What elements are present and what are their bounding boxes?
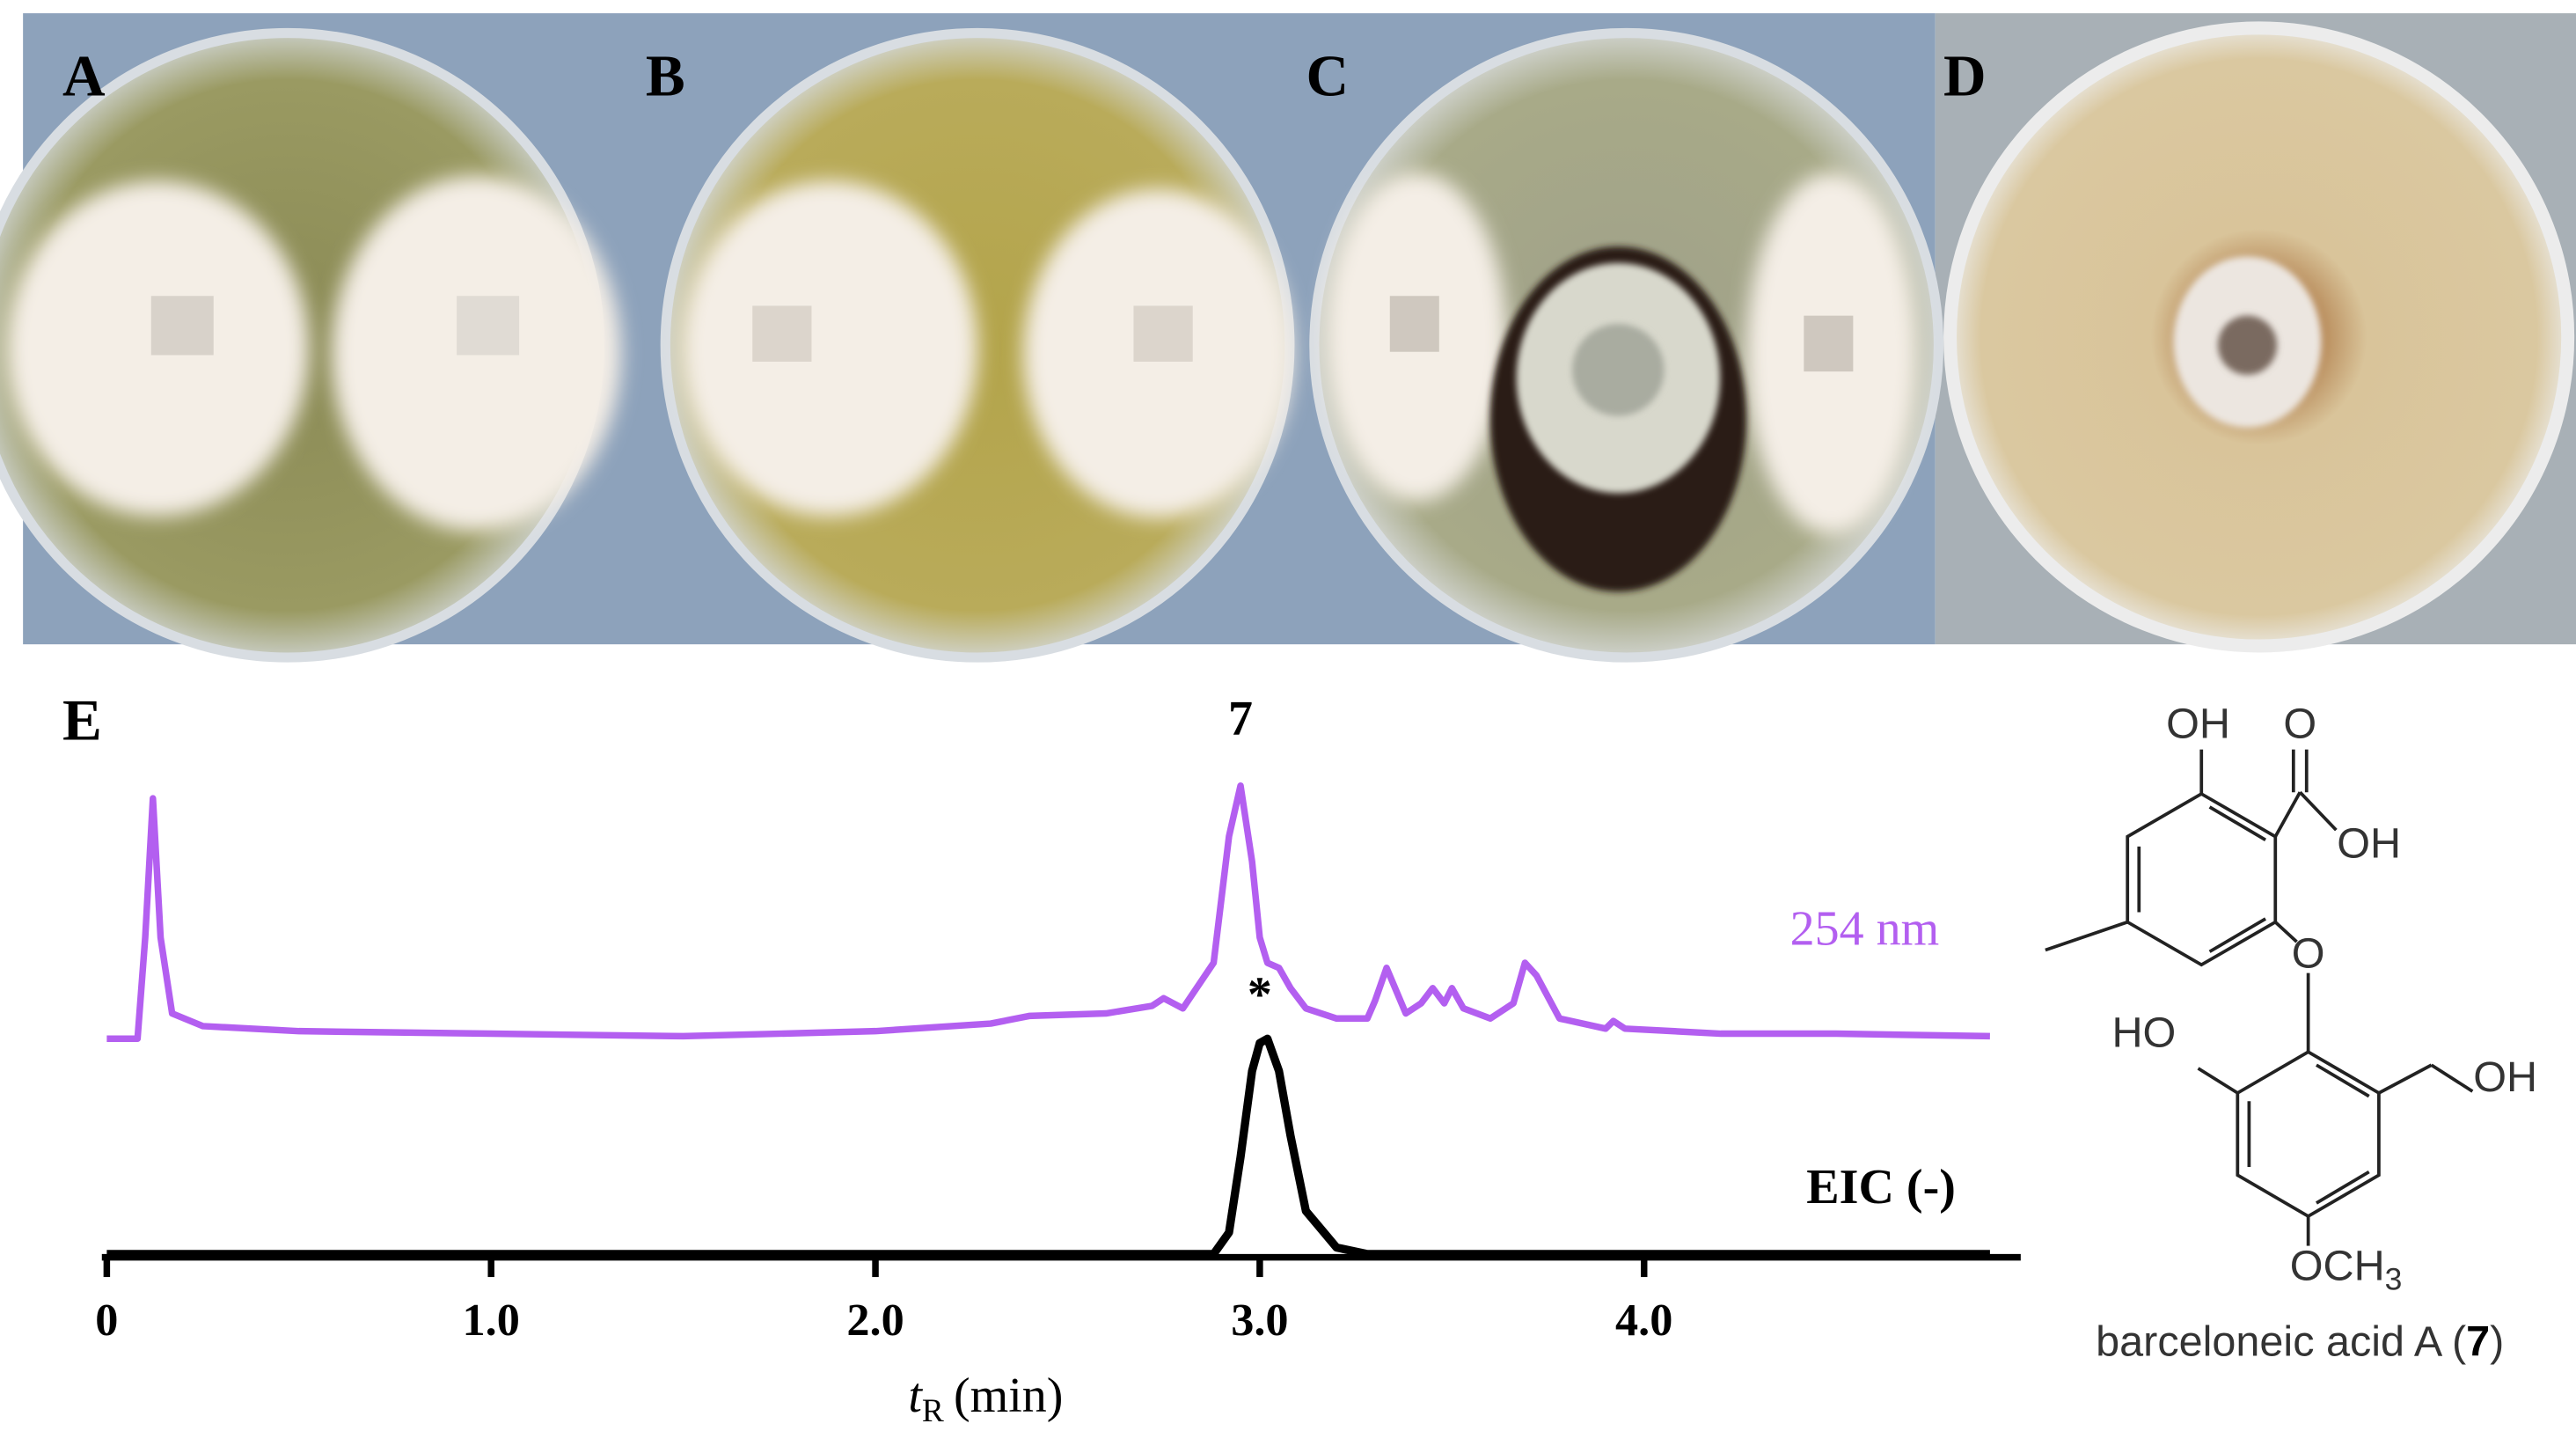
agar-plug — [1389, 296, 1439, 352]
panel-label: D — [1943, 42, 1987, 108]
agar-plug — [1133, 305, 1193, 362]
subscript: 3 — [2385, 1262, 2403, 1297]
plate-b — [660, 27, 1295, 663]
bond — [2316, 1063, 2370, 1098]
x-tick-label: 2.0 — [846, 1295, 904, 1346]
bond — [2208, 917, 2267, 953]
methoxy: OCH — [2290, 1243, 2385, 1290]
x-axis-label: tR (min) — [908, 1369, 1063, 1429]
bond — [2378, 1063, 2433, 1095]
atom-label: OCH3 — [2290, 1243, 2403, 1297]
plate-a — [0, 27, 621, 663]
panel-labels: A B C D — [62, 42, 1987, 108]
x-label-sub: R — [922, 1393, 944, 1429]
plate-d — [1943, 21, 2575, 653]
caption-text: ) — [2490, 1317, 2504, 1365]
agar-plug — [752, 305, 812, 362]
atom-label: O — [2292, 930, 2325, 978]
chromatogram: E 0 1.0 2.0 3.0 4.0 tR (min) 254 nm EIC (-) 7 * — [62, 686, 2021, 1429]
plate-c — [1309, 27, 1944, 663]
panel-label: C — [1306, 42, 1350, 108]
fungal-center — [1572, 324, 1665, 416]
x-tick-label: 1.0 — [463, 1295, 520, 1346]
bond — [2430, 1063, 2474, 1093]
peak-annotation: 7 — [1228, 692, 1253, 746]
compound-caption: barceloneic acid A (7) — [2096, 1317, 2504, 1365]
agar-plug — [457, 296, 520, 356]
atom-label: HO — [2111, 1009, 2176, 1056]
agar-plug — [150, 296, 214, 356]
bond — [2298, 790, 2338, 832]
atom-label: OH — [2166, 700, 2230, 747]
x-tick-label: 0 — [95, 1295, 118, 1346]
x-tick-label: 4.0 — [1615, 1295, 1672, 1346]
bond — [2045, 920, 2128, 952]
caption-text: barceloneic acid A ( — [2096, 1317, 2466, 1365]
x-tick-label: 3.0 — [1231, 1295, 1288, 1346]
x-label-var: t — [908, 1369, 923, 1423]
bond-ring — [2236, 1050, 2381, 1219]
bond — [2208, 805, 2267, 841]
photo-panels — [0, 13, 2576, 663]
peak-annotation: * — [1248, 967, 1272, 1022]
x-label-unit: (min) — [954, 1369, 1063, 1423]
colony — [681, 180, 978, 517]
bond — [2197, 1067, 2239, 1095]
bond — [2316, 1170, 2370, 1205]
bond-ring — [2126, 791, 2278, 967]
series-label: EIC (-) — [1806, 1160, 1956, 1215]
trace — [106, 782, 1990, 1043]
series-label: 254 nm — [1790, 902, 1940, 957]
bond — [2274, 921, 2298, 943]
atom-label: OH — [2473, 1053, 2537, 1101]
panel-label: B — [646, 42, 685, 108]
agar-plug — [1804, 315, 1854, 372]
trace — [106, 1034, 1990, 1259]
fungal-center — [2217, 315, 2278, 375]
atom-label: OH — [2337, 820, 2401, 868]
chemical-structure: OH O OH O HO OH OCH3 barceloneic acid A … — [2045, 700, 2537, 1365]
panel-label: E — [62, 686, 102, 752]
compound-number: 7 — [2466, 1317, 2490, 1365]
atom-label: O — [2283, 700, 2316, 747]
bond — [2273, 791, 2302, 838]
panel-label: A — [62, 42, 106, 108]
